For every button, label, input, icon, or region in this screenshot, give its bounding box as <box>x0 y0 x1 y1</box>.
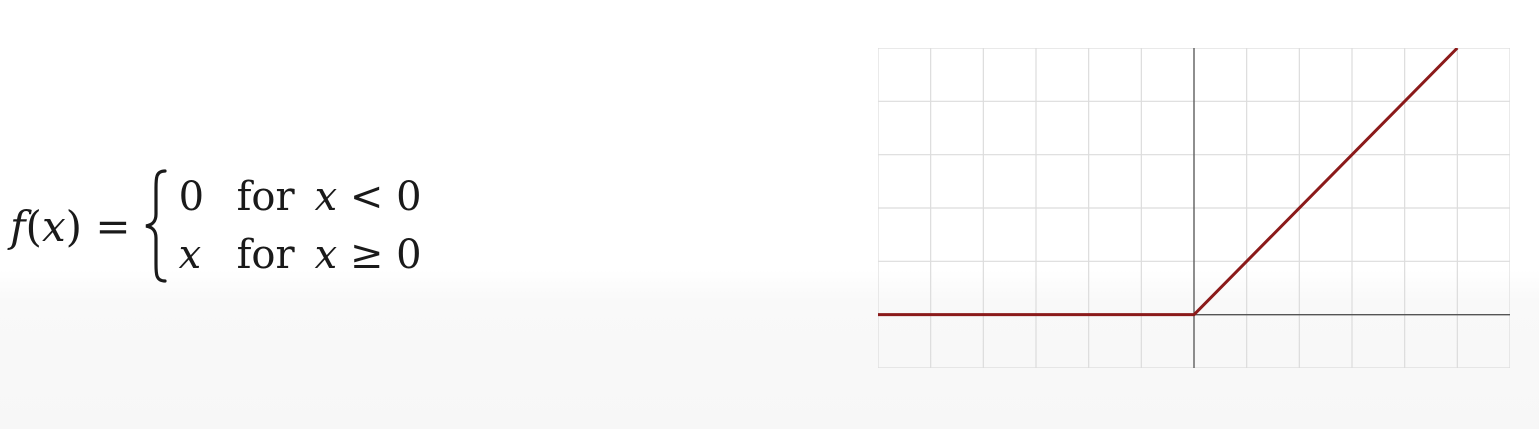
case-condition: for x < 0 <box>237 173 422 221</box>
condition-operator: ≥ <box>349 232 384 278</box>
function-name: f <box>10 201 26 251</box>
case-value: 0 <box>178 174 205 220</box>
equals-sign: = <box>95 201 131 251</box>
relu-series-line <box>878 48 1459 317</box>
case-condition: for x ≥ 0 <box>237 231 422 279</box>
condition-value: 0 <box>396 174 422 220</box>
relu-chart <box>878 48 1510 368</box>
relu-formula: f(x) = 0 for x < 0 x for x ≥ 0 <box>10 166 422 286</box>
condition-variable: x <box>314 174 338 220</box>
left-brace <box>145 169 167 283</box>
case-value: x <box>178 232 202 278</box>
formula-lhs: f(x) = <box>10 201 131 251</box>
condition-value: 0 <box>396 232 422 278</box>
condition-operator: < <box>349 174 384 220</box>
condition-word: for <box>236 174 295 220</box>
condition-variable: x <box>314 232 338 278</box>
function-argument: x <box>41 201 66 251</box>
cases-block: 0 for x < 0 x for x ≥ 0 <box>179 173 422 279</box>
condition-word: for <box>236 232 295 278</box>
